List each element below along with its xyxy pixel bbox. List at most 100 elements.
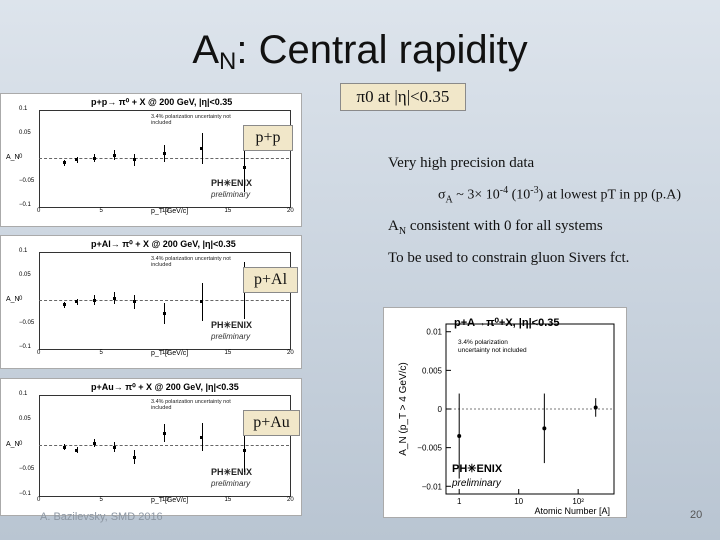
y-tick-label: −0.1 [19, 491, 31, 497]
x-tick-label: 20 [287, 497, 294, 503]
data-point [200, 146, 203, 150]
y-tick-label: 0.05 [19, 416, 31, 422]
y-tick-label: 0.1 [19, 248, 28, 254]
bullet-1: Very high precision data [388, 155, 535, 171]
y-axis-label: A_N (p_T > 4 GeV/c) [398, 362, 409, 455]
x-tick-label: 20 [287, 350, 294, 356]
pt-plot-panel-1: p+p→ π⁰ + X @ 200 GeV, |η|<0.35 0.1 0.05 0−… [0, 93, 302, 227]
x-axis-label: p_T [GeV/c] [151, 208, 189, 215]
data-point [457, 434, 462, 439]
x-tick-label: 10² [572, 497, 584, 506]
y-tick-label: −0.05 [19, 320, 35, 326]
x-tick-label: 0 [37, 350, 41, 356]
x-tick-label: 5 [99, 208, 103, 214]
data-point [162, 151, 166, 155]
label-pau: p+Au [243, 410, 300, 436]
y-axis-label: A_N [6, 154, 20, 161]
pt-plot-title: p+p→ π⁰ + X @ 200 GeV, |η|<0.35 [91, 97, 233, 107]
x-axis-label: p_T [GeV/c] [151, 497, 189, 504]
data-point [75, 158, 78, 162]
data-point [92, 298, 96, 302]
data-point [242, 166, 246, 170]
data-point [62, 161, 66, 165]
y-tick-label: 0.1 [19, 391, 28, 397]
x-axis-label: Atomic Number [A] [534, 506, 610, 516]
subtitle-box: π0 at |η|<0.35 [340, 83, 466, 111]
data-point [75, 300, 78, 304]
data-point [132, 300, 136, 304]
y-tick-label: 0 [438, 405, 443, 414]
data-point [92, 441, 96, 445]
pt-plot-title: p+Al→ π⁰ + X @ 200 GeV, |η|<0.35 [91, 239, 236, 249]
bullet-4: To be used to constrain gluon Sivers fct… [388, 250, 630, 267]
bullet-3: AN consistent with 0 for all systems [388, 218, 603, 238]
page-number: 20 [690, 509, 703, 521]
phenix-logo: PH✳ENIX [452, 463, 503, 475]
x-tick-label: 15 [224, 497, 232, 503]
x-tick-label: 0 [37, 208, 41, 214]
data-point [162, 311, 166, 315]
y-tick-label: 0.005 [422, 366, 443, 375]
data-point [162, 431, 166, 435]
preliminary-label: preliminary [211, 190, 251, 199]
x-tick-label: 5 [99, 350, 103, 356]
y-tick-label: −0.1 [19, 202, 31, 208]
data-point [593, 405, 598, 410]
zero-line [39, 300, 289, 301]
polarization-note: 3.4% polarization uncertainty not includ… [151, 399, 231, 411]
data-point [92, 156, 96, 160]
y-tick-label: 0.05 [19, 272, 31, 278]
data-point [62, 303, 66, 307]
chart-title: p+A→π⁰+X, |η|<0.35 [454, 317, 560, 329]
data-point [75, 448, 78, 452]
y-tick-label: −0.01 [422, 482, 443, 491]
x-tick-label: 15 [224, 350, 232, 356]
x-tick-label: 1 [457, 497, 462, 506]
x-tick-label: 10 [162, 350, 169, 356]
preliminary-label: preliminary [211, 332, 251, 341]
footer-author: A. Bazilevsky, SMD 2016 [40, 511, 163, 523]
pt-plot-frame [39, 252, 291, 350]
y-tick-label: −0.1 [19, 344, 31, 350]
y-tick-label: 0.1 [19, 106, 28, 112]
x-tick-label: 10 [514, 497, 523, 506]
y-tick-label: −0.005 [417, 444, 442, 453]
y-tick-label: 0 [19, 154, 23, 160]
pt-plot-panel-3: p+Au→ π⁰ + X @ 200 GeV, |η|<0.35 0.1 0.05 0… [0, 378, 302, 516]
data-point [132, 158, 136, 162]
x-tick-label: 0 [37, 497, 41, 503]
y-tick-label: 0.05 [19, 130, 31, 136]
polarization-note: 3.4% polarization uncertainty not include… [458, 339, 527, 354]
x-tick-label: 10 [162, 208, 169, 214]
phenix-logo: PH✳ENIX [211, 320, 253, 330]
pt-plot-title: p+Au→ π⁰ + X @ 200 GeV, |η|<0.35 [91, 382, 239, 392]
y-axis-label: A_N [6, 296, 20, 303]
data-point [132, 455, 136, 459]
polarization-note: 3.4% polarization uncertainty not includ… [151, 114, 231, 126]
zero-line [39, 445, 289, 446]
phenix-logo: PH✳ENIX [211, 178, 253, 188]
polarization-note: 3.4% polarization uncertainty not includ… [151, 256, 231, 268]
x-tick-label: 5 [99, 497, 103, 503]
y-axis-label: A_N [6, 441, 20, 448]
x-tick-label: 10 [162, 497, 169, 503]
pt-plot-panel-2: p+Al→ π⁰ + X @ 200 GeV, |η|<0.35 0.1 0.05 0… [0, 235, 302, 369]
data-point [542, 426, 547, 431]
data-point [112, 445, 116, 449]
bullet-list: Very high precision data σA ~ 3× 10-4 (1… [388, 150, 681, 272]
bullet-2: σA ~ 3× 10-4 (10-3) at lowest pT in pp (… [438, 185, 682, 206]
label-pp: p+p [243, 125, 293, 151]
data-point [200, 435, 203, 439]
x-axis-label: p_T [GeV/c] [151, 350, 189, 357]
y-tick-label: −0.05 [19, 466, 35, 472]
y-tick-label: 0 [19, 441, 23, 447]
data-point [62, 445, 66, 449]
y-tick-label: 0.01 [426, 328, 442, 337]
x-tick-label: 20 [287, 208, 294, 214]
pt-plot-frame [39, 110, 291, 208]
y-tick-label: 0 [19, 296, 23, 302]
preliminary-label: preliminary [451, 478, 502, 489]
pa-chart-panel: 0.01 0.005 0 −0.005 −0.01 1 10 10² Atomic Number… [383, 307, 627, 518]
x-tick-label: 15 [224, 208, 232, 214]
